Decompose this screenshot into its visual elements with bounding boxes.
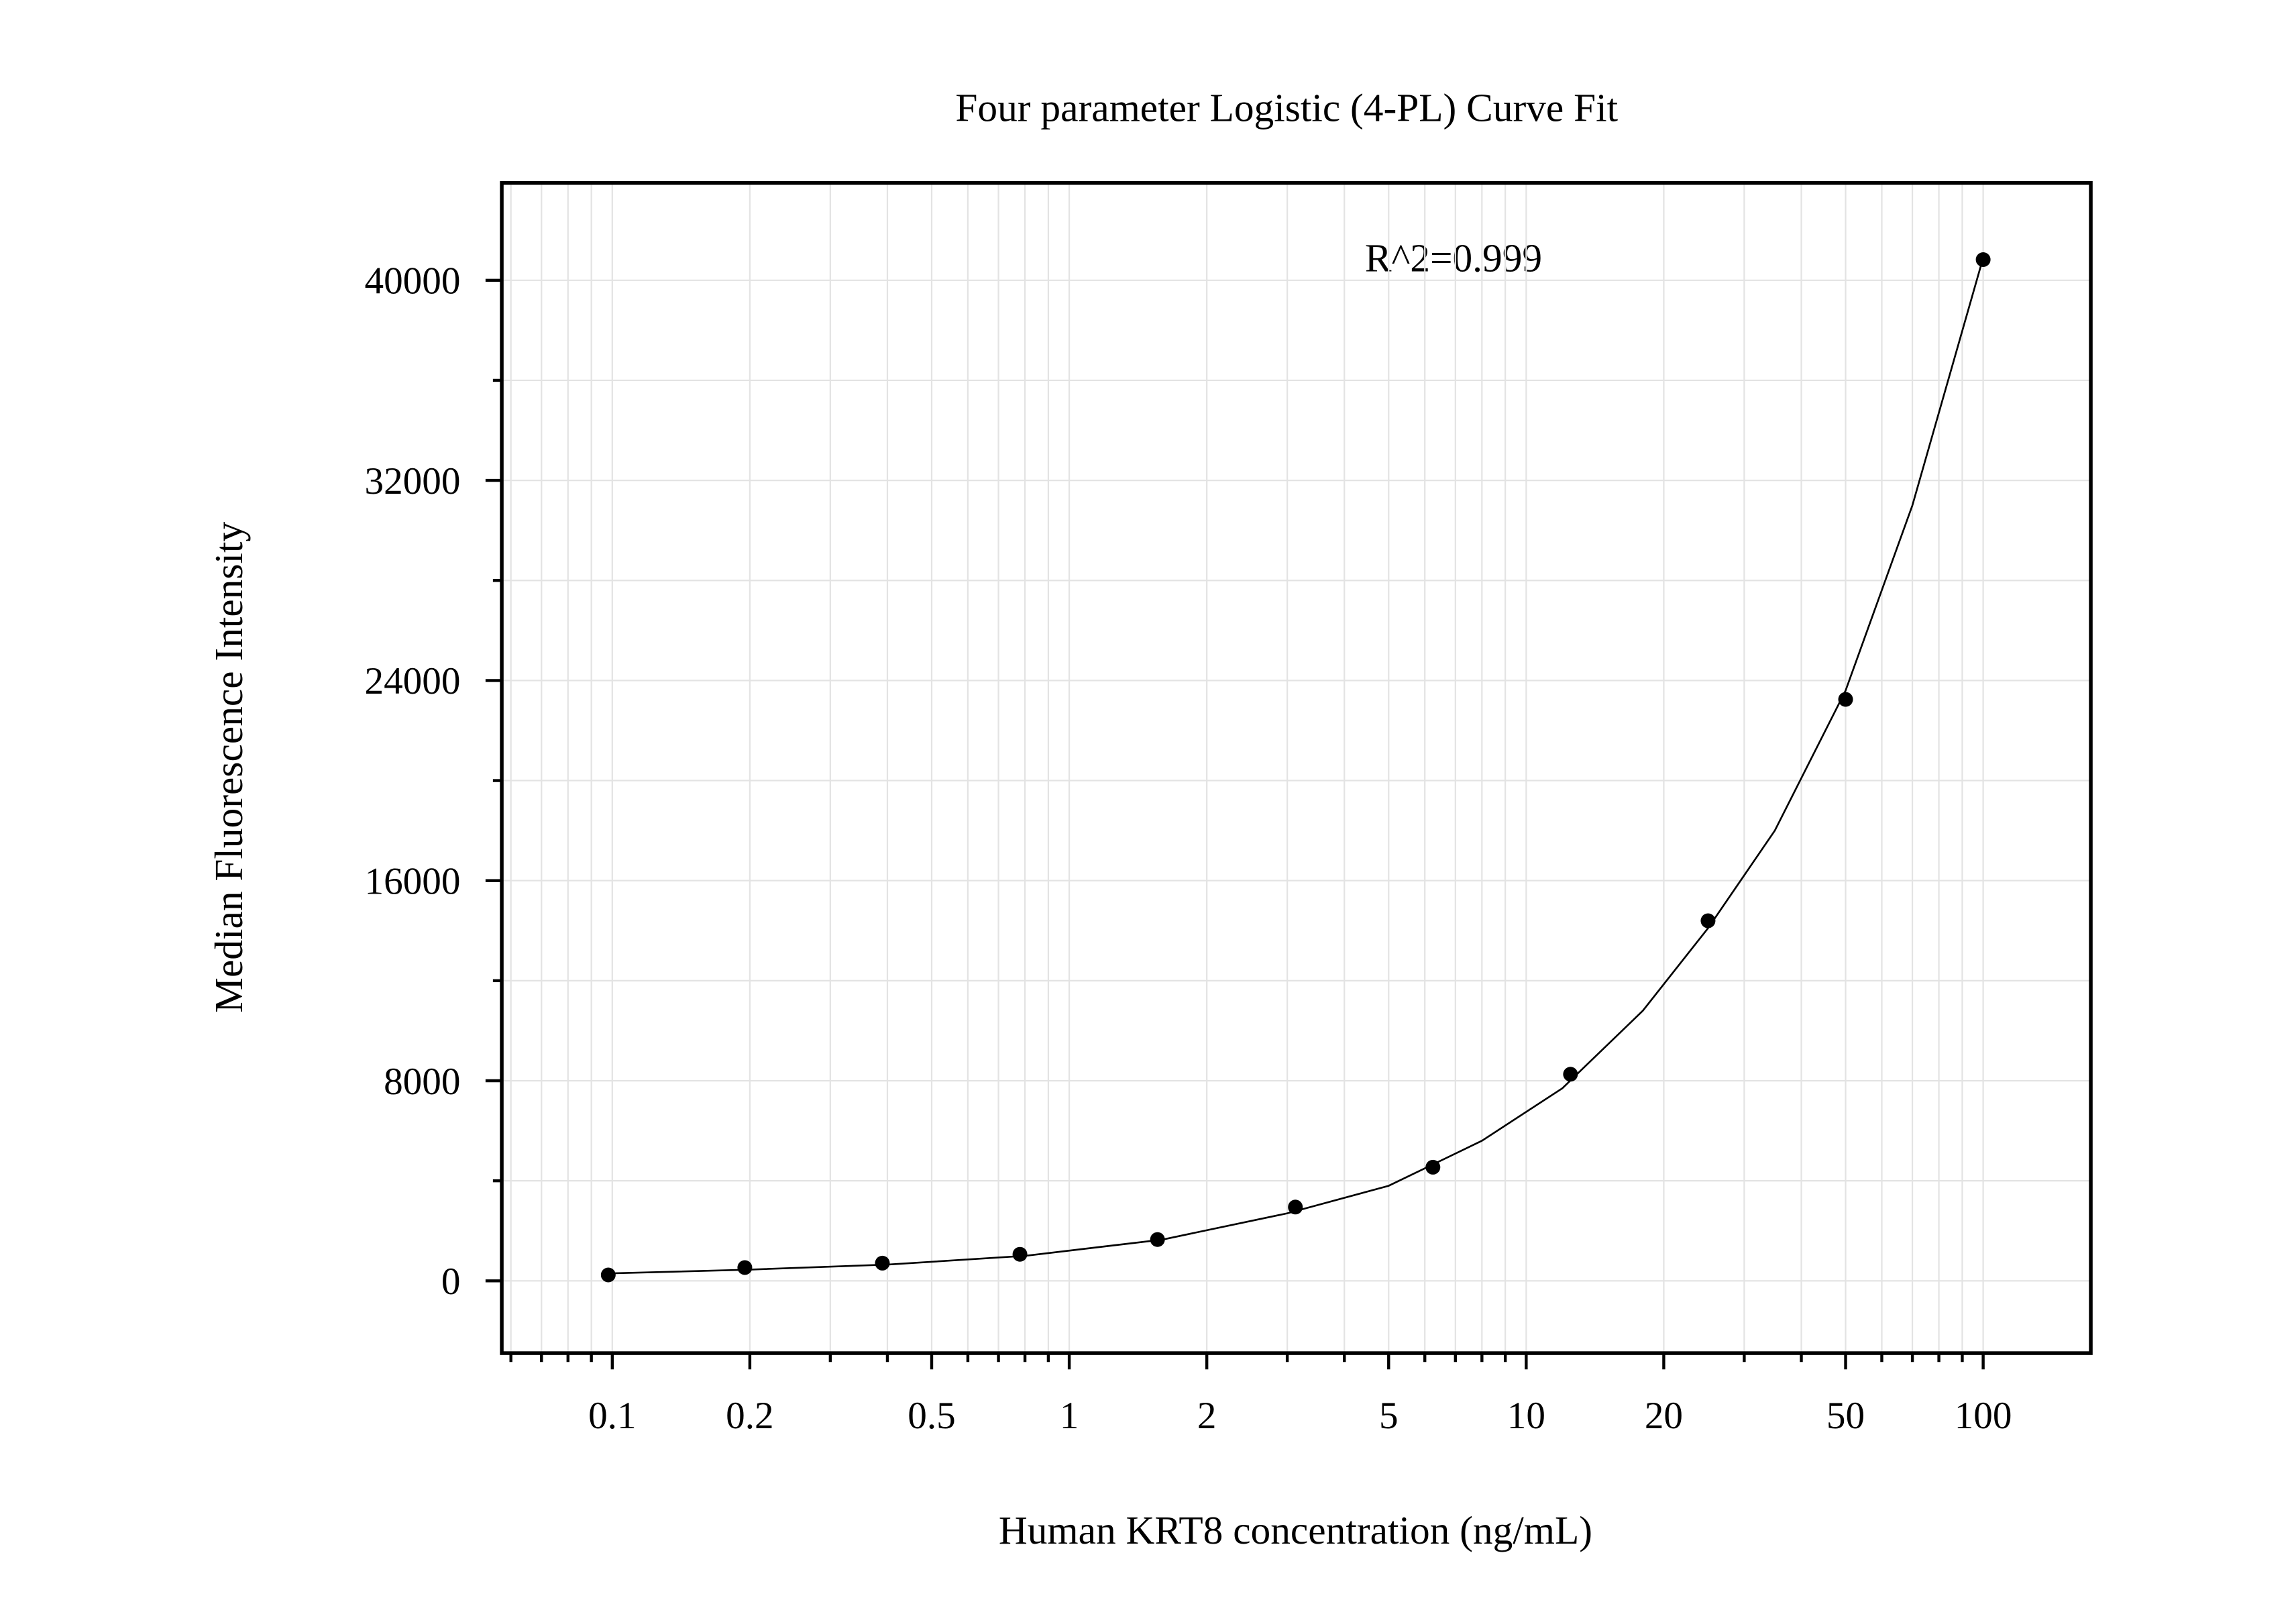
data-point — [737, 1260, 753, 1275]
fit-curve — [612, 257, 1984, 1275]
x-tick-label: 1 — [1060, 1395, 1079, 1437]
x-tick-label: 20 — [1645, 1395, 1683, 1437]
y-tick-label: 8000 — [384, 1061, 460, 1103]
x-tick-label: 0.1 — [588, 1395, 636, 1437]
plot-frame — [500, 181, 2093, 1355]
data-point — [875, 1255, 890, 1271]
chart-title: Four parameter Logistic (4-PL) Curve Fit — [955, 85, 1618, 129]
y-tick-label: 16000 — [365, 860, 461, 902]
y-axis-label: Median Fluorescence Intensity — [207, 521, 251, 1012]
x-tick-label: 10 — [1507, 1395, 1545, 1437]
x-tick-label: 0.5 — [908, 1395, 955, 1437]
y-tick-label: 32000 — [365, 460, 461, 502]
annotation: R^2=0.999 — [1365, 236, 1542, 280]
y-tick-label: 24000 — [365, 660, 461, 702]
data-point — [1012, 1246, 1028, 1262]
plot-area: 0.1 0.2 0.5 1 2 5 10 20 50 100 0 8000 16000 24000 3200… — [365, 181, 2093, 1437]
x-tick-label: 50 — [1826, 1395, 1865, 1437]
y-tick-label: 40000 — [365, 260, 461, 303]
x-tick-label: 2 — [1197, 1395, 1217, 1437]
x-tick-label: 5 — [1379, 1395, 1399, 1437]
x-tick-label: 0.2 — [726, 1395, 773, 1437]
x-axis-label: Human KRT8 concentration (ng/mL) — [999, 1508, 1592, 1552]
y-tick-label: 0 — [441, 1261, 461, 1303]
data-point — [1838, 692, 1853, 707]
data-point — [600, 1267, 616, 1283]
x-tick-label: 100 — [1955, 1395, 2012, 1437]
data-point — [1700, 913, 1716, 928]
